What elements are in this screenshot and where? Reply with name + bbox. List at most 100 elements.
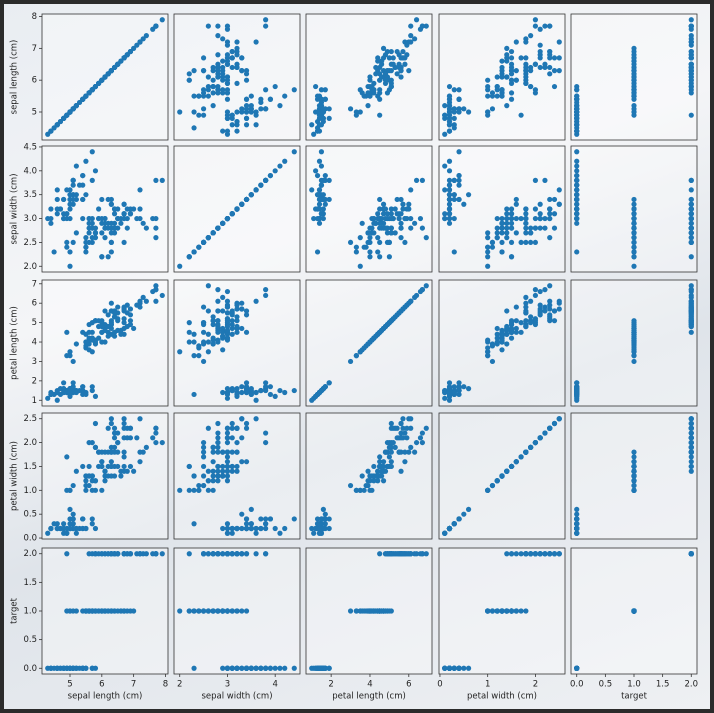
point (263, 292, 269, 299)
point (124, 468, 130, 474)
point (115, 316, 121, 322)
point (398, 435, 404, 441)
point (326, 516, 332, 522)
point (423, 283, 429, 289)
point (200, 320, 207, 326)
point (309, 525, 315, 532)
point (631, 487, 637, 493)
point (347, 239, 354, 246)
points (442, 283, 562, 403)
point (248, 103, 254, 109)
point (518, 320, 524, 326)
point (508, 239, 515, 246)
point (542, 215, 548, 222)
points (309, 416, 429, 536)
point (367, 254, 373, 260)
point (518, 551, 524, 557)
point (67, 521, 73, 527)
point (369, 487, 375, 493)
point (547, 23, 553, 29)
point (542, 177, 548, 183)
point (485, 263, 491, 269)
point (631, 106, 637, 112)
point (64, 187, 70, 193)
point (320, 506, 326, 513)
point (215, 83, 221, 90)
point (465, 386, 472, 392)
point (419, 430, 425, 436)
point (96, 215, 102, 222)
point (532, 177, 539, 183)
point (243, 77, 250, 83)
point (89, 149, 95, 155)
point (456, 391, 462, 398)
point (73, 341, 79, 347)
point (309, 397, 315, 403)
point (380, 55, 387, 61)
point (105, 551, 111, 557)
point (210, 90, 216, 96)
point (205, 74, 211, 80)
point (153, 287, 159, 293)
point (504, 52, 510, 58)
x-tick-label: 2 (328, 680, 333, 690)
point (263, 525, 269, 532)
point (243, 420, 250, 427)
point (413, 292, 420, 299)
point (504, 327, 510, 333)
point (326, 665, 332, 671)
point (359, 220, 365, 226)
point (688, 225, 694, 231)
point (83, 478, 89, 484)
point (224, 425, 231, 431)
point (353, 109, 359, 115)
point (442, 389, 448, 396)
point (200, 463, 207, 470)
point (373, 473, 379, 479)
point (263, 287, 269, 293)
point (377, 551, 383, 557)
point (229, 48, 235, 55)
point (89, 239, 95, 246)
point (402, 430, 408, 436)
point (574, 182, 580, 188)
point (153, 215, 159, 222)
point (48, 206, 54, 212)
point (513, 77, 519, 83)
point (263, 439, 269, 446)
point (396, 64, 402, 71)
point (108, 444, 114, 450)
point (215, 449, 221, 455)
point (191, 353, 197, 359)
point (361, 244, 367, 250)
point (54, 665, 60, 671)
point (61, 665, 67, 671)
point (239, 325, 245, 332)
point (456, 96, 462, 102)
point (547, 235, 553, 241)
point (76, 665, 83, 671)
point (121, 306, 127, 312)
point (200, 551, 207, 557)
point (446, 109, 453, 115)
point (523, 323, 529, 330)
point (380, 459, 387, 465)
point (451, 384, 457, 390)
x-tick-label: 8 (163, 680, 168, 690)
point (523, 206, 529, 212)
point (631, 318, 637, 324)
point (61, 196, 67, 203)
point (67, 389, 73, 396)
point (375, 235, 381, 241)
point (547, 211, 553, 217)
point (417, 435, 424, 441)
y-tick-label: 1.5 (23, 462, 37, 472)
point (528, 314, 534, 320)
point (551, 68, 558, 74)
point (574, 87, 580, 93)
point (508, 68, 515, 74)
point (153, 283, 159, 289)
point (688, 215, 694, 222)
point (70, 511, 76, 517)
point (513, 551, 519, 557)
